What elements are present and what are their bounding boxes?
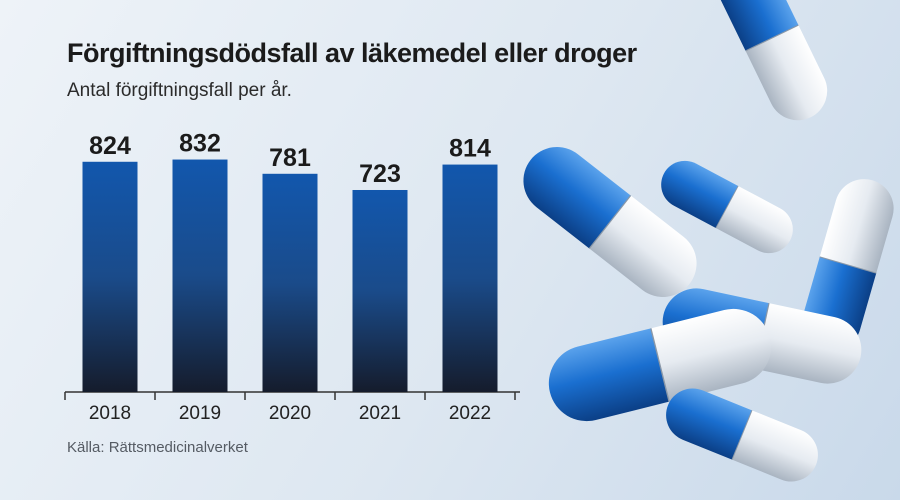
- chart-subtitle: Antal förgiftningsfall per år.: [67, 80, 292, 101]
- bar-2020: [262, 173, 318, 392]
- source-note: Källa: Rättsmedicinalverket: [67, 439, 248, 456]
- value-label-2019: 832: [179, 130, 221, 158]
- bar-2022: [442, 164, 498, 392]
- bar-2018: [82, 161, 138, 392]
- category-label-2020: 2020: [269, 403, 311, 424]
- value-label-2020: 781: [269, 144, 311, 172]
- value-label-2022: 814: [449, 135, 491, 163]
- category-label-2019: 2019: [179, 403, 221, 424]
- bar-2019: [172, 159, 228, 392]
- chart-title: Förgiftningsdödsfall av läkemedel eller …: [67, 38, 637, 68]
- category-label-2021: 2021: [359, 403, 401, 424]
- bar-2021: [352, 189, 408, 392]
- value-label-2021: 723: [359, 160, 401, 188]
- category-label-2018: 2018: [89, 403, 131, 424]
- value-label-2018: 824: [89, 132, 131, 160]
- category-label-2022: 2022: [449, 403, 491, 424]
